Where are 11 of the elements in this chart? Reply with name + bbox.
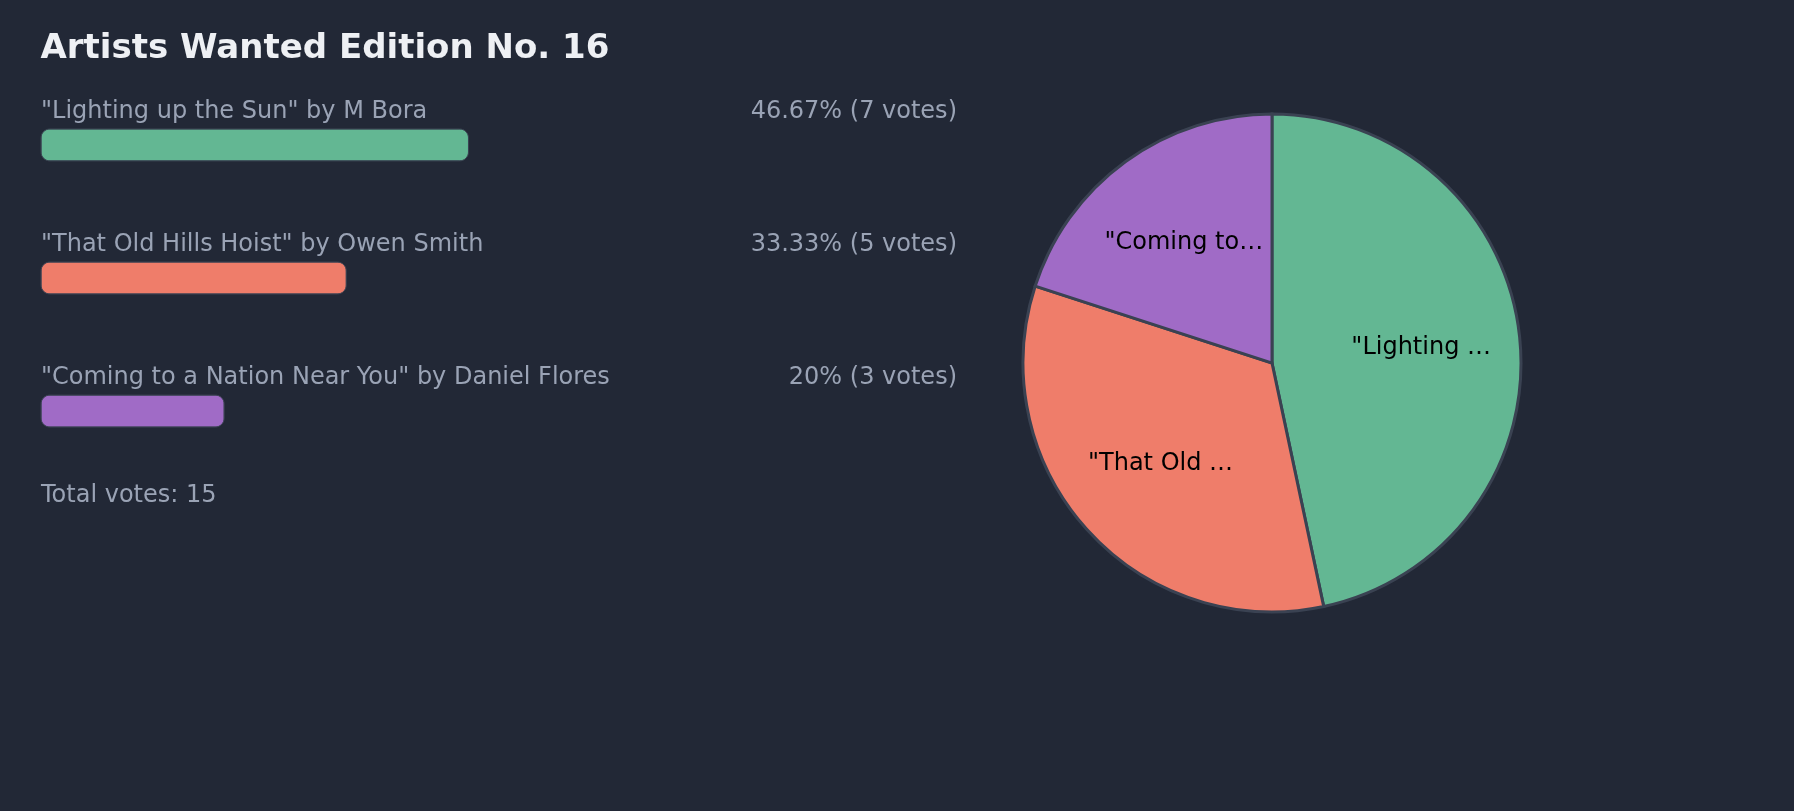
chart-title: Artists Wanted Edition No. 16: [40, 25, 610, 66]
y-tick-label: "That Old Hills Hoist" by Owen Smith: [41, 229, 484, 257]
slice-label: "Coming to…: [1104, 226, 1264, 255]
slice-label: "That Old …: [1087, 448, 1234, 477]
slice-label: "Lighting …: [1351, 332, 1492, 361]
data-label: 33.33% (5 votes): [750, 229, 957, 257]
y-tick-label: "Lighting up the Sun" by M Bora: [41, 95, 428, 124]
y-tick-label: "Coming to a Nation Near You" by Daniel Flores: [41, 362, 610, 391]
data-label: 46.67% (7 votes): [750, 95, 957, 124]
text: Total votes: 15: [40, 480, 217, 508]
data-label: 20% (3 votes): [788, 362, 957, 391]
